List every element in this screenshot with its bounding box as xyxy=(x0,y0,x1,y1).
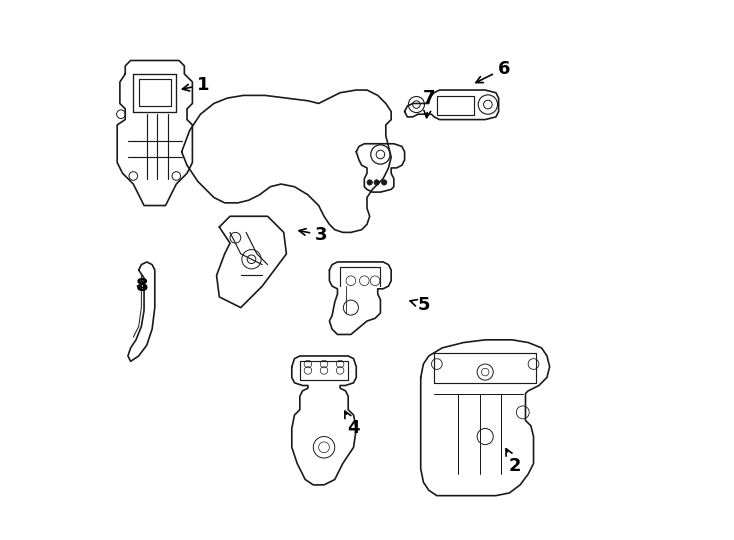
Circle shape xyxy=(374,180,379,185)
Text: 1: 1 xyxy=(183,76,209,93)
Circle shape xyxy=(367,180,372,185)
Text: 7: 7 xyxy=(423,89,435,118)
Text: 2: 2 xyxy=(506,449,521,475)
Text: 5: 5 xyxy=(410,296,429,314)
Text: 4: 4 xyxy=(345,411,360,437)
Text: 3: 3 xyxy=(299,226,327,244)
Circle shape xyxy=(382,180,387,185)
Text: 8: 8 xyxy=(136,277,149,295)
Text: 6: 6 xyxy=(476,59,510,83)
